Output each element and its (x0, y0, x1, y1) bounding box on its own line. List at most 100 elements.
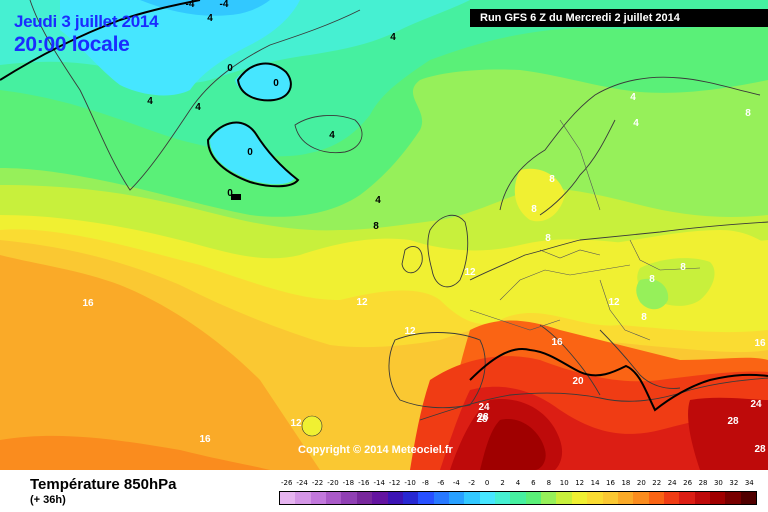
isotherm-label: 8 (641, 312, 647, 323)
scale-label: -10 (404, 479, 416, 487)
coast-europe-north (469, 221, 768, 281)
isotherm-label: 16 (82, 298, 94, 309)
map-blobs (231, 194, 323, 437)
temperature-map: -4 -4 4 4 0 0 4 4 0 4 0 4 8 4 4 8 8 8 8 8 8 12 12 12 8 12 16 16 20 16… (0, 0, 768, 470)
scale-swatch (633, 492, 649, 504)
scale-swatch (648, 492, 664, 504)
border-5 (629, 239, 701, 271)
scale-swatch (341, 492, 357, 504)
scale-label: 24 (667, 479, 677, 487)
scale-swatch (571, 492, 588, 504)
isotherm-0-north (236, 62, 292, 102)
scale-label: 32 (729, 479, 739, 487)
isotherm-label: -4 (220, 0, 229, 10)
blob-island (301, 415, 323, 437)
run-info: Run GFS 6 Z du Mercredi 2 juillet 2014 (470, 9, 768, 27)
isotherm-label: 8 (549, 174, 555, 185)
field-dark-orange-west (0, 260, 56, 320)
isotherm-label: 28 (727, 416, 739, 427)
scale-label: -6 (437, 479, 445, 487)
legend-panel: Température 850hPa (+ 36h) -26 -24 -22 -20-… (0, 470, 768, 512)
scale-label: 18 (621, 479, 631, 487)
isotherm-label: 16 (551, 337, 563, 348)
scale-swatch (372, 492, 388, 504)
isotherm-0-lake (206, 121, 300, 188)
border-1 (499, 264, 631, 301)
scale-label: 22 (652, 479, 662, 487)
isotherm-label: 28 (477, 412, 489, 423)
isotherm-label: 12 (608, 297, 620, 308)
scale-label: -2 (468, 479, 476, 487)
temperature-fields (0, 0, 768, 470)
scale-label: -24 (296, 479, 308, 487)
scale-swatch (464, 492, 480, 504)
isotherm-label: 20 (572, 376, 584, 387)
scale-swatch (740, 492, 757, 504)
scale-swatch (433, 492, 449, 504)
coast-iceland (294, 115, 363, 154)
scale-label: 2 (500, 479, 505, 487)
isotherm-label: 4 (633, 118, 639, 129)
isotherm-label: 12 (290, 418, 302, 429)
field-yellow-scandi (514, 168, 565, 222)
scale-swatch (725, 492, 741, 504)
scale-swatch (495, 492, 511, 504)
isotherm-label: 24 (750, 399, 762, 410)
isotherm-0-west (0, 0, 201, 81)
scale-swatch (617, 492, 634, 504)
scale-label: 20 (636, 479, 646, 487)
scale-label: 30 (713, 479, 723, 487)
isotherm-label: 4 (375, 195, 381, 206)
isotherm-label: 4 (390, 32, 396, 43)
scale-label: 16 (606, 479, 615, 487)
scale-swatch (310, 492, 327, 504)
scale-swatch (525, 492, 542, 504)
isotherm-label: 16 (754, 338, 766, 349)
scale-swatch (295, 492, 311, 504)
isotherm-label: 0 (227, 63, 233, 74)
field-maroon (480, 419, 546, 470)
map-area: -4 -4 4 4 0 0 4 4 0 4 0 4 8 4 4 8 8 8 8 8 8 12 12 12 8 12 16 16 20 16… (0, 0, 768, 470)
isotherm-label: 8 (649, 274, 655, 285)
isotherm-label: 28 (754, 444, 766, 455)
scale-label: -14 (373, 479, 385, 487)
coast-north-africa (419, 377, 768, 421)
scale-label: 6 (531, 479, 536, 487)
isotherm-label: -4 (186, 0, 195, 10)
color-scale-bar (279, 491, 757, 505)
isotherms (0, 0, 768, 412)
forecast-time: 20:00 locale (14, 33, 130, 56)
scale-label: -26 (280, 479, 293, 487)
scale-swatch (356, 492, 373, 504)
border-4 (539, 249, 601, 259)
scale-swatch (710, 492, 726, 504)
scale-label: -12 (388, 479, 401, 487)
isotherm-label: 0 (247, 147, 253, 158)
coastlines (29, 0, 768, 421)
scale-label: -20 (327, 479, 339, 487)
scale-label: 12 (575, 479, 585, 487)
isotherm-label: 4 (147, 96, 153, 107)
coast-balkans (599, 329, 681, 389)
scale-label: -8 (421, 479, 429, 487)
field-deep-orange (0, 255, 320, 470)
isotherm-label: 28 (476, 414, 488, 425)
isotherm-label: 8 (545, 233, 551, 244)
field-green-alps (636, 278, 669, 310)
coast-greenland (29, 0, 361, 191)
isotherm-20 (469, 348, 768, 412)
scale-label: 10 (559, 479, 569, 487)
scale-swatch (387, 492, 403, 504)
isotherm-label: 8 (745, 108, 751, 119)
scale-label: 8 (546, 479, 552, 487)
scale-label: -22 (311, 479, 324, 487)
copyright-notice: Copyright © 2014 Meteociel.fr (298, 444, 453, 456)
scale-swatch (418, 492, 434, 504)
field-blue-north (140, 0, 270, 16)
scale-swatch (280, 492, 296, 504)
scale-label: 14 (590, 479, 600, 487)
scale-swatch (326, 492, 342, 504)
border-6 (559, 119, 601, 211)
scale-swatch (541, 492, 557, 504)
coast-scandinavia (499, 76, 761, 216)
